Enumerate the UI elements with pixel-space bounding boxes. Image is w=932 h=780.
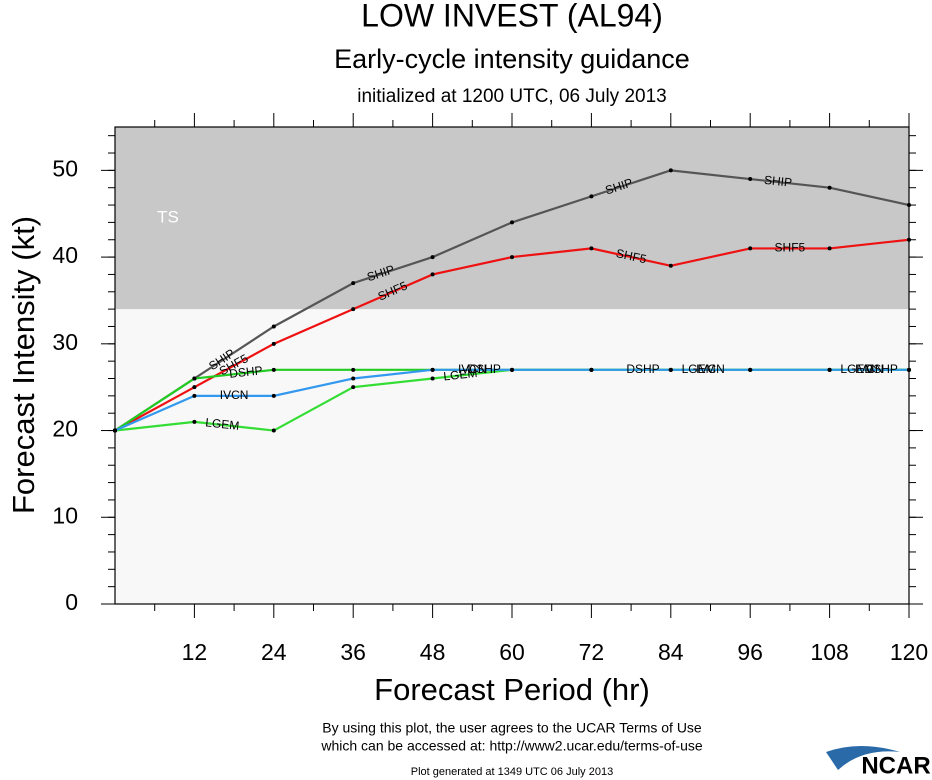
data-point xyxy=(351,385,356,390)
series-label: LGEM xyxy=(205,415,240,433)
data-point xyxy=(827,367,832,372)
data-point xyxy=(510,367,514,372)
data-point xyxy=(430,272,435,277)
data-point xyxy=(271,428,276,433)
series-label: LGEM xyxy=(443,366,478,384)
data-point xyxy=(510,255,514,260)
data-point xyxy=(907,367,911,372)
data-point xyxy=(351,367,356,372)
x-tick-label: 36 xyxy=(340,639,366,665)
plot-frame xyxy=(114,126,910,605)
chart-subtitle: Early-cycle intensity guidance xyxy=(334,44,690,74)
data-point xyxy=(430,255,435,260)
series-label: IVCN xyxy=(458,362,487,376)
footer-text: which can be accessed at: http://www2.uc… xyxy=(320,738,703,754)
x-tick-label: 24 xyxy=(261,639,287,665)
y-tick-label: 10 xyxy=(52,502,78,528)
generated-text: Plot generated at 1349 UTC 06 July 2013 xyxy=(411,766,613,778)
data-point xyxy=(827,246,832,251)
y-tick-label: 0 xyxy=(65,589,78,615)
series-label: SHF5 xyxy=(775,241,806,255)
y-axis-title: Forecast Intensity (kt) xyxy=(6,216,41,514)
x-tick-label: 48 xyxy=(420,639,446,665)
data-point xyxy=(907,203,911,208)
data-point xyxy=(748,367,753,372)
data-point xyxy=(907,237,911,242)
data-point xyxy=(351,281,356,286)
data-point xyxy=(589,246,594,251)
series-label: IVCN xyxy=(696,362,725,376)
chart-subtitle: initialized at 1200 UTC, 06 July 2013 xyxy=(357,86,666,107)
x-tick-label: 72 xyxy=(579,639,605,665)
x-tick-label: 108 xyxy=(810,639,848,665)
data-point xyxy=(271,341,276,346)
data-point xyxy=(668,263,673,268)
logo-swoosh xyxy=(826,746,900,770)
series-label: DSHP xyxy=(229,363,264,381)
data-point xyxy=(668,367,673,372)
data-point xyxy=(351,307,356,312)
chart-title: LOW INVEST (AL94) xyxy=(361,0,663,33)
data-point xyxy=(192,419,197,424)
series-label: IVCN xyxy=(855,362,884,376)
x-tick-label: 96 xyxy=(737,639,763,665)
band-label: TS xyxy=(157,207,179,226)
data-point xyxy=(827,185,832,190)
series-label: LGEM xyxy=(840,362,874,376)
logo-text: NCAR xyxy=(861,752,930,779)
x-axis-title: Forecast Period (hr) xyxy=(374,672,650,707)
y-tick-label: 20 xyxy=(52,416,78,442)
footer-text: By using this plot, the user agrees to t… xyxy=(322,720,702,736)
y-tick-label: 40 xyxy=(52,242,78,268)
series-label: LGEM xyxy=(682,362,716,376)
series-label: SHF5 xyxy=(615,246,648,266)
data-point xyxy=(589,194,594,199)
series-label: IVCN xyxy=(220,388,249,402)
x-tick-label: 60 xyxy=(499,639,525,665)
data-point xyxy=(668,168,673,173)
series-label: DSHP xyxy=(468,362,501,376)
data-point xyxy=(113,428,117,433)
y-tick-label: 30 xyxy=(52,329,78,355)
series-label: DSHP xyxy=(626,362,659,376)
data-point xyxy=(748,246,753,251)
data-point xyxy=(430,376,435,381)
data-point xyxy=(589,367,594,372)
data-point xyxy=(192,376,197,381)
data-point xyxy=(192,393,197,398)
data-point xyxy=(510,220,514,225)
data-point xyxy=(430,367,435,372)
data-point xyxy=(271,393,276,398)
ts-band xyxy=(115,127,909,310)
series-label: SHIP xyxy=(763,173,792,190)
x-tick-label: 12 xyxy=(182,639,208,665)
series-label: DSHP xyxy=(865,362,898,376)
x-tick-label: 120 xyxy=(890,639,928,665)
x-tick-label: 84 xyxy=(658,639,684,665)
y-tick-label: 50 xyxy=(52,155,78,181)
data-point xyxy=(271,324,276,329)
data-point xyxy=(748,177,753,182)
data-point xyxy=(351,376,356,381)
data-point xyxy=(271,367,276,372)
data-point xyxy=(192,385,197,390)
